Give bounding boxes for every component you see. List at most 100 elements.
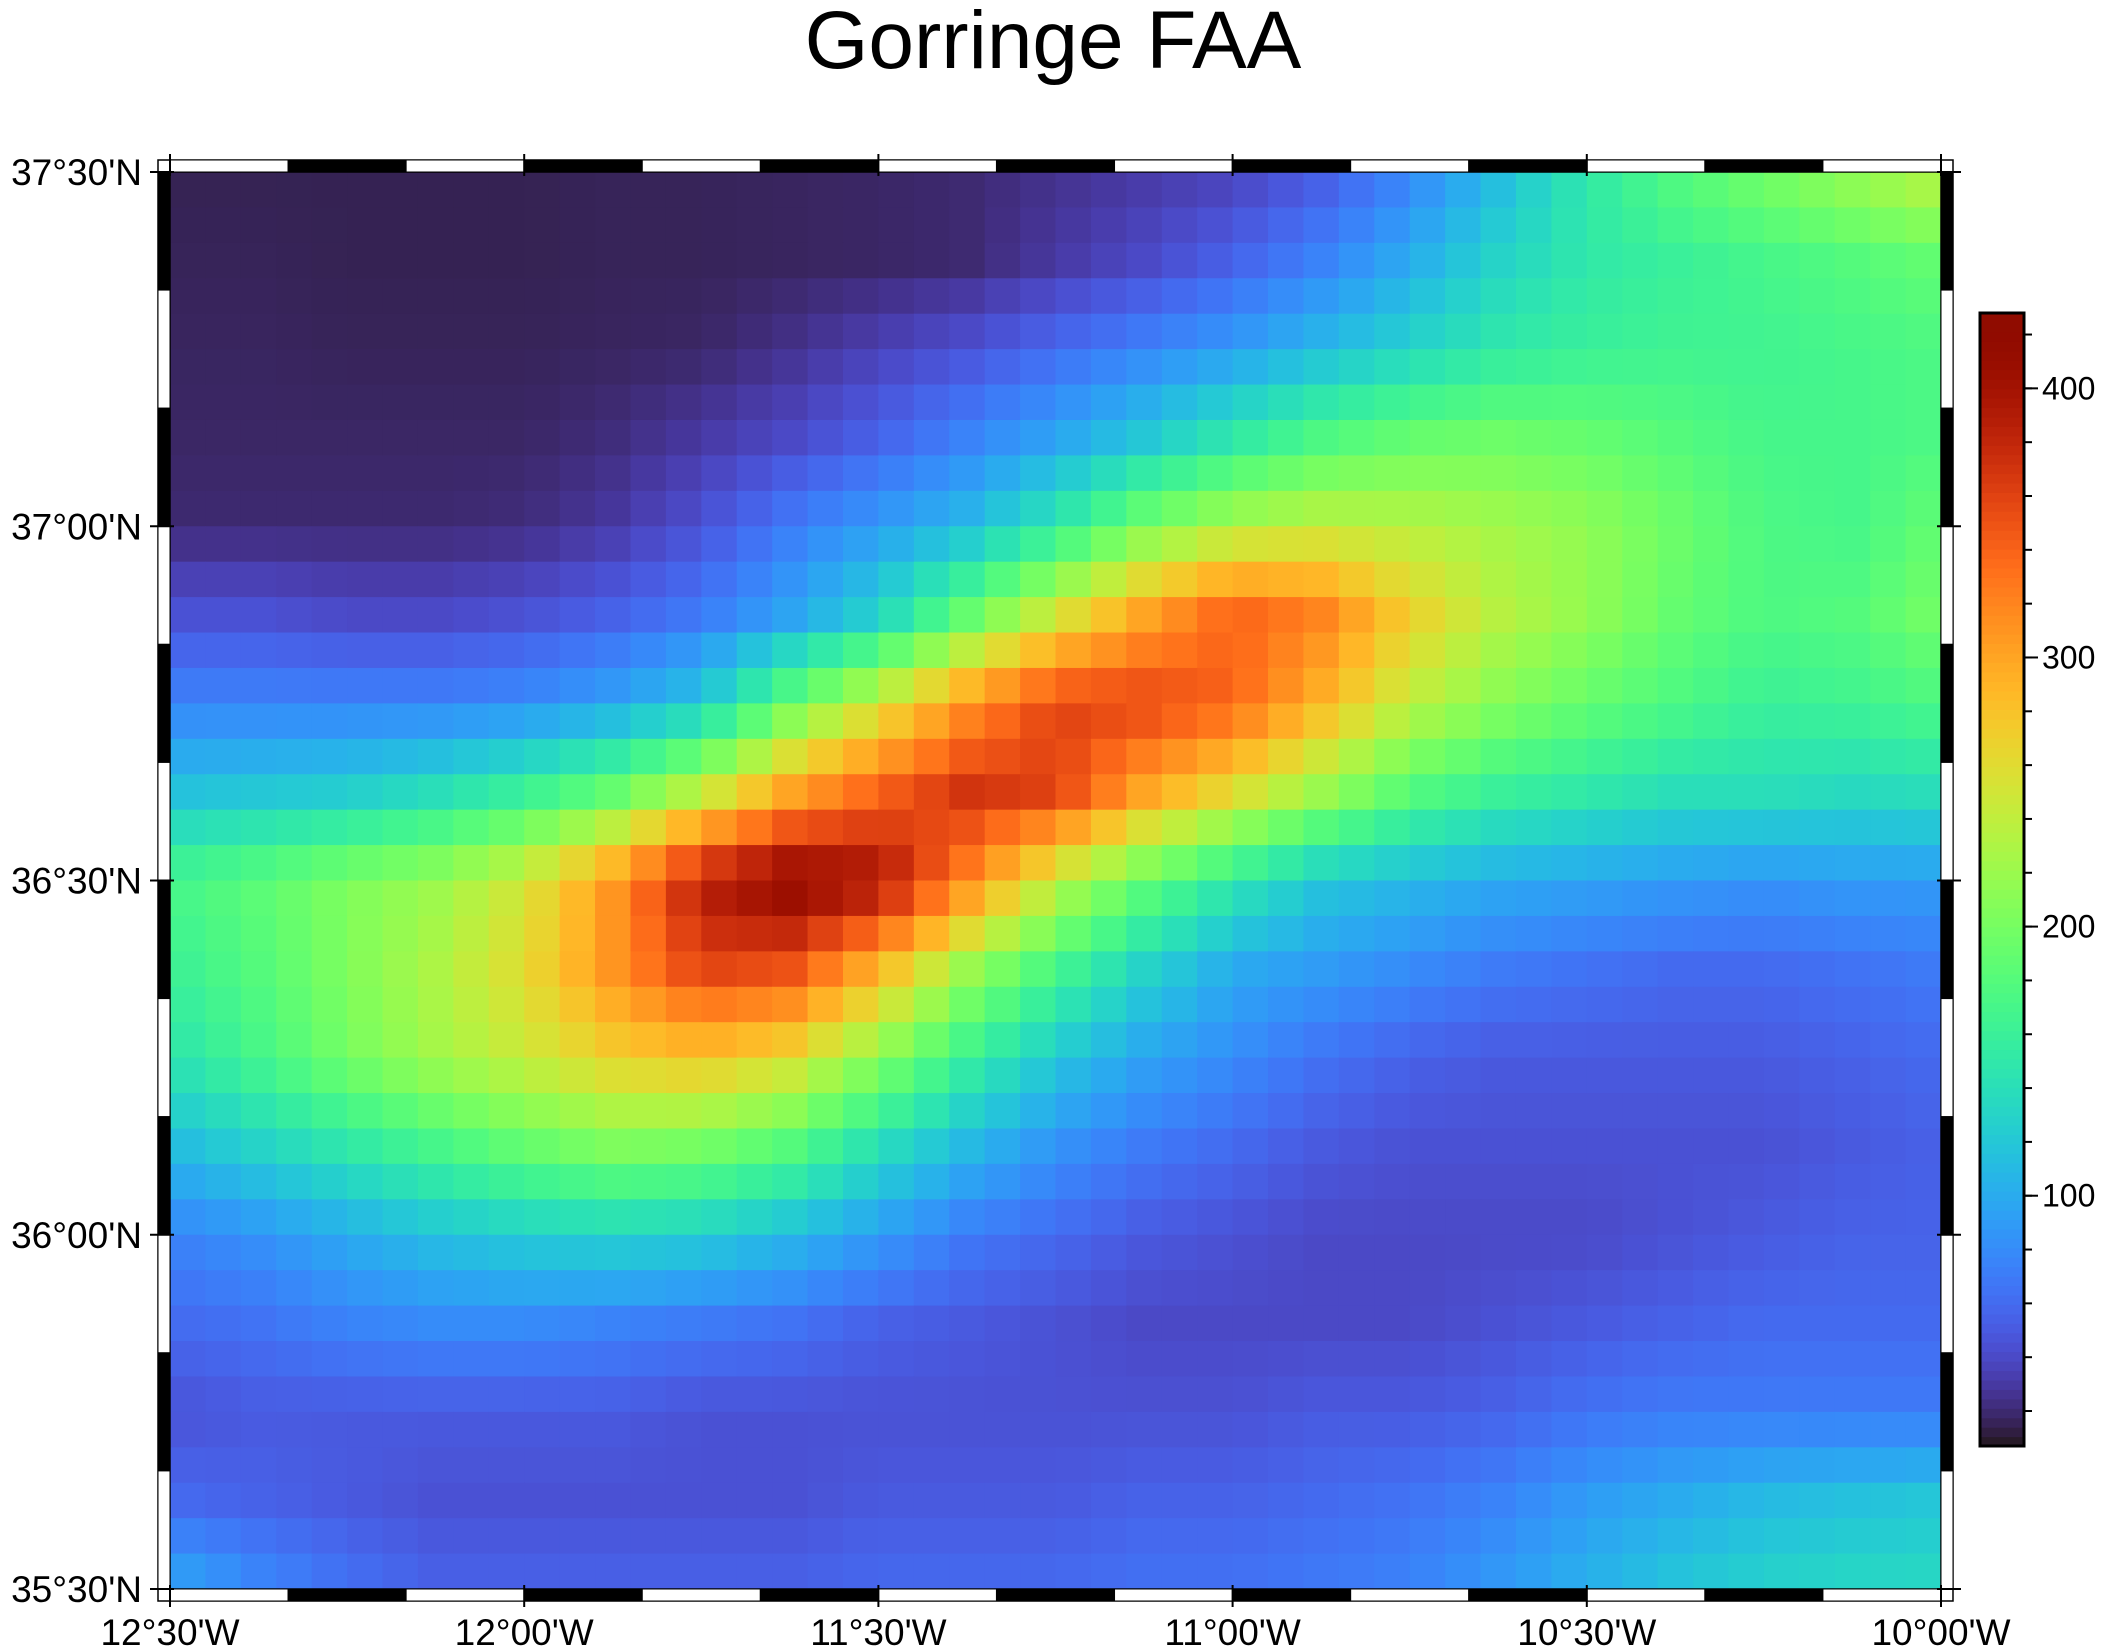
grid-cell <box>807 278 844 315</box>
grid-cell <box>559 1057 596 1094</box>
grid-cell <box>1728 419 1765 456</box>
grid-cell <box>311 1376 348 1413</box>
grid-cell <box>630 384 667 421</box>
grid-cell <box>878 1128 915 1165</box>
grid-cell <box>1693 349 1730 386</box>
grid-cell <box>1905 207 1942 244</box>
grid-cell <box>949 809 986 846</box>
grid-cell <box>1693 1022 1730 1059</box>
grid-cell <box>1445 278 1482 315</box>
grid-cell <box>1834 1341 1871 1378</box>
grid-cell <box>1834 561 1871 598</box>
grid-cell <box>1197 1093 1234 1130</box>
grid-cell <box>1799 490 1836 527</box>
grid-cell <box>1870 172 1907 209</box>
grid-cell <box>1834 384 1871 421</box>
grid-cell <box>913 1022 950 1059</box>
colorbar-swatch <box>1980 870 2024 881</box>
grid-cell <box>559 845 596 882</box>
grid-cell <box>1445 455 1482 492</box>
grid-cell <box>311 597 348 634</box>
grid-cell <box>1445 915 1482 952</box>
grid-cell <box>240 384 277 421</box>
grid-cell <box>630 1518 667 1555</box>
grid-cell <box>1126 1447 1163 1484</box>
grid-cell <box>1551 561 1588 598</box>
grid-cell <box>949 1057 986 1094</box>
grid-cell <box>170 597 207 634</box>
grid-cell <box>630 1305 667 1342</box>
grid-cell <box>1586 278 1623 315</box>
grid-cell <box>1445 561 1482 598</box>
grid-cell <box>1515 1553 1552 1590</box>
grid-cell <box>1055 1341 1092 1378</box>
grid-cell <box>595 349 632 386</box>
grid-cell <box>1374 951 1411 988</box>
grid-cell <box>1870 242 1907 279</box>
grid-cell <box>347 349 384 386</box>
grid-cell <box>1622 526 1659 563</box>
grid-cell <box>842 632 879 669</box>
grid-cell <box>1090 419 1127 456</box>
grid-cell <box>1870 845 1907 882</box>
grid-cell <box>1055 242 1092 279</box>
grid-cell <box>524 703 561 740</box>
grid-cell <box>453 1518 490 1555</box>
grid-cell <box>1763 1270 1800 1307</box>
grid-cell <box>488 703 525 740</box>
grid-cell <box>311 738 348 775</box>
grid-cell <box>1445 490 1482 527</box>
colorbar-swatch <box>1980 1398 2024 1409</box>
grid-cell <box>417 845 454 882</box>
grid-cell <box>1126 455 1163 492</box>
grid-cell <box>913 1376 950 1413</box>
grid-cell <box>1020 384 1057 421</box>
grid-cell <box>949 490 986 527</box>
colorbar-swatch <box>1980 1124 2024 1136</box>
grid-cell <box>913 1270 950 1307</box>
grid-cell <box>1338 1163 1375 1200</box>
colorbar-swatch <box>1980 1068 2024 1079</box>
grid-cell <box>1799 951 1836 988</box>
grid-cell <box>1905 1447 1942 1484</box>
grid-cell <box>665 242 702 279</box>
grid-cell <box>1728 738 1765 775</box>
grid-cell <box>949 349 986 386</box>
grid-cell <box>1586 313 1623 350</box>
grid-cell <box>1268 986 1305 1023</box>
grid-cell <box>1055 1093 1092 1130</box>
grid-cell <box>878 490 915 527</box>
grid-cell <box>311 1341 348 1378</box>
grid-cell <box>665 490 702 527</box>
grid-cell <box>1374 667 1411 704</box>
grid-cell <box>736 1093 773 1130</box>
grid-cell <box>1232 1305 1269 1342</box>
grid-cell <box>1586 1376 1623 1413</box>
grid-cell <box>524 1199 561 1236</box>
grid-cell <box>1693 1305 1730 1342</box>
grid-cell <box>1055 490 1092 527</box>
grid-cell <box>1870 738 1907 775</box>
grid-cell <box>842 738 879 775</box>
grid-cell <box>453 951 490 988</box>
grid-cell <box>1020 1093 1057 1130</box>
grid-cell <box>984 809 1021 846</box>
colorbar-swatch <box>1980 1040 2024 1051</box>
colorbar-swatch <box>1980 1049 2024 1060</box>
grid-cell <box>1657 1022 1694 1059</box>
grid-cell <box>913 986 950 1023</box>
grid-cell <box>1515 845 1552 882</box>
grid-cell <box>1055 951 1092 988</box>
grid-cell <box>736 172 773 209</box>
grid-cell <box>630 951 667 988</box>
grid-cell <box>240 667 277 704</box>
grid-cell <box>382 1482 419 1519</box>
grid-cell <box>1374 1376 1411 1413</box>
frame-segment-right <box>1940 1234 1954 1354</box>
grid-cell <box>1834 597 1871 634</box>
grid-cell <box>559 597 596 634</box>
grid-cell <box>949 1199 986 1236</box>
grid-cell <box>1834 278 1871 315</box>
grid-cell <box>595 632 632 669</box>
grid-cell <box>240 915 277 952</box>
